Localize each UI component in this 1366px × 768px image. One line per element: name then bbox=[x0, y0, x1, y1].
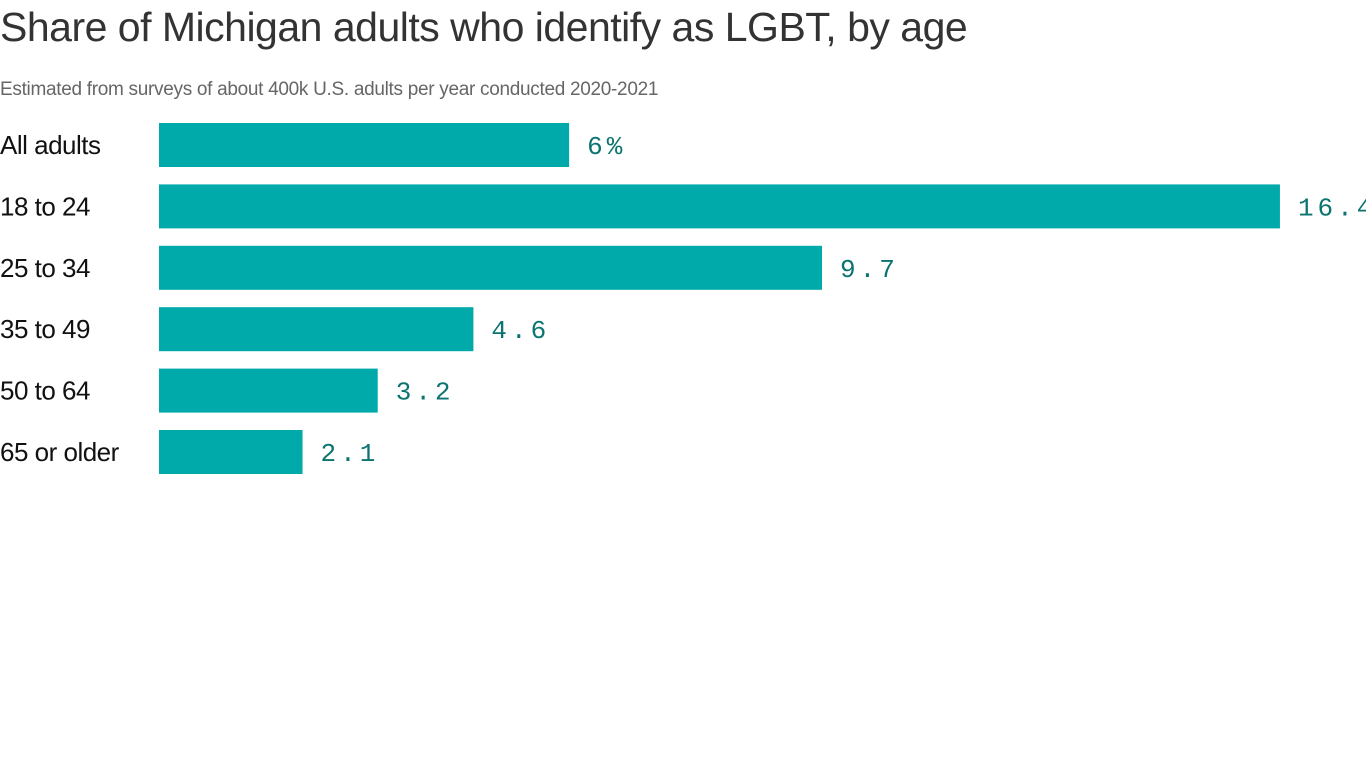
category-label: 18 to 24 bbox=[0, 191, 90, 221]
category-label: All adults bbox=[0, 130, 101, 160]
category-label: 35 to 49 bbox=[0, 314, 90, 344]
category-label: 50 to 64 bbox=[0, 376, 90, 406]
bar bbox=[159, 245, 822, 290]
value-label: 9.7 bbox=[840, 255, 899, 285]
value-label: 3.2 bbox=[396, 378, 455, 408]
value-label: 4.6 bbox=[491, 316, 550, 346]
bar bbox=[159, 368, 378, 413]
chart-title: Share of Michigan adults who identify as… bbox=[0, 4, 968, 50]
value-label: 6% bbox=[587, 132, 626, 162]
bar bbox=[159, 184, 1280, 229]
value-label: 2.1 bbox=[321, 439, 380, 469]
value-label: 16.4 bbox=[1298, 193, 1366, 223]
bar bbox=[159, 307, 474, 352]
bar bbox=[159, 123, 570, 167]
category-label: 25 to 34 bbox=[0, 253, 90, 283]
bar bbox=[159, 430, 303, 474]
category-label: 65 or older bbox=[0, 437, 120, 467]
chart-subtitle: Estimated from surveys of about 400k U.S… bbox=[0, 79, 659, 100]
